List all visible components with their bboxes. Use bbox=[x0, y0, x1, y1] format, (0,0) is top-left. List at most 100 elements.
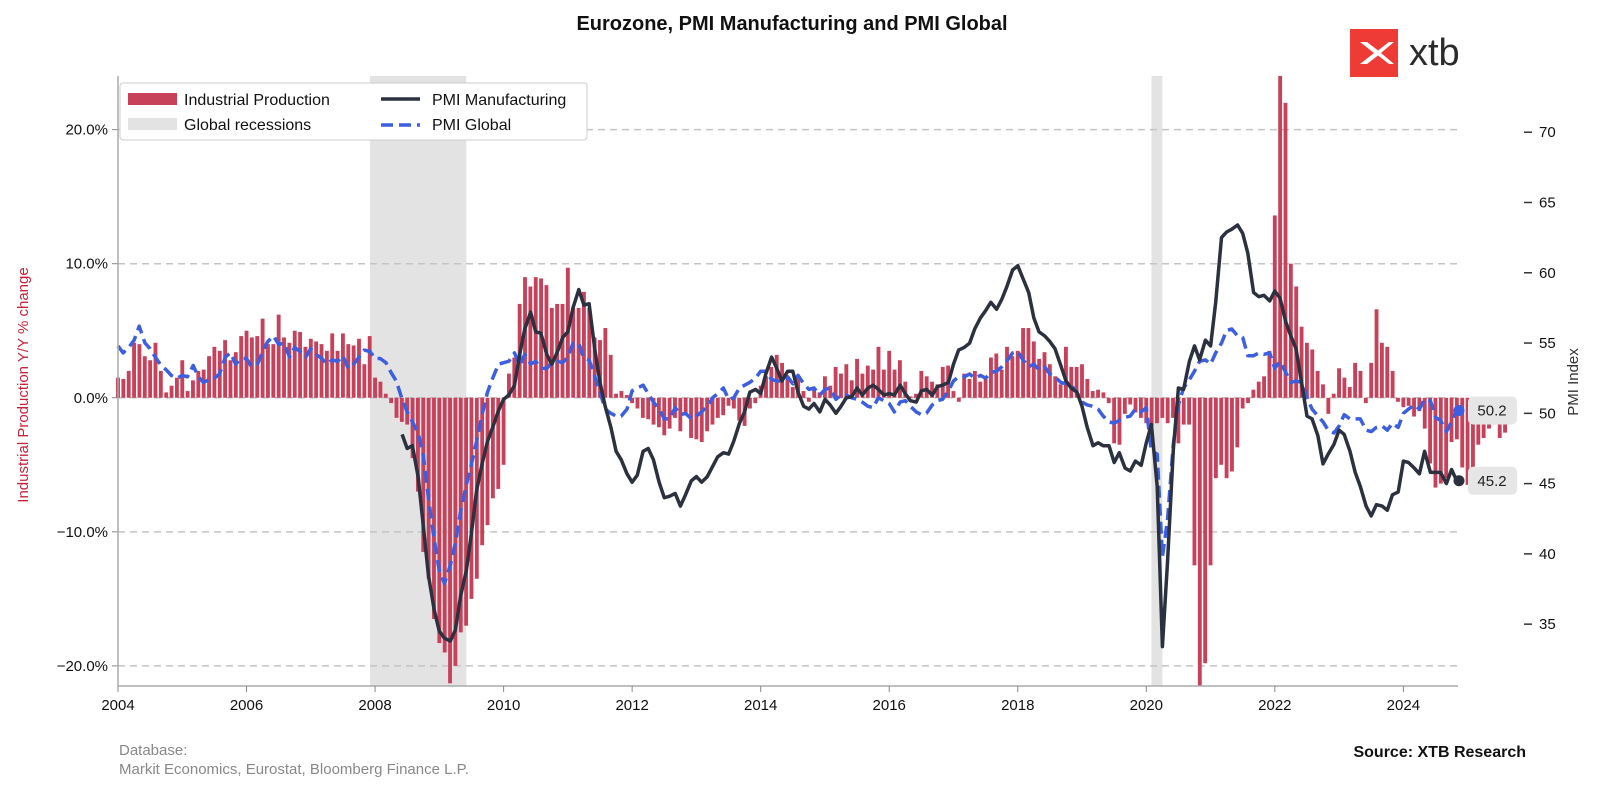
industrial-production-bar bbox=[1262, 376, 1267, 398]
industrial-production-bar bbox=[244, 330, 249, 398]
industrial-production-bar bbox=[1337, 368, 1341, 398]
x-tick-label: 2022 bbox=[1258, 697, 1291, 714]
industrial-production-bar bbox=[1379, 342, 1384, 398]
industrial-production-bar bbox=[394, 397, 399, 418]
industrial-production-bar bbox=[410, 397, 415, 459]
industrial-production-bar bbox=[469, 397, 474, 599]
industrial-production-bar bbox=[951, 391, 956, 398]
y-right-tick-label: 70 bbox=[1539, 124, 1556, 141]
y-left-tick-label: 0.0% bbox=[74, 390, 108, 407]
y-right-tick-label: 65 bbox=[1539, 194, 1556, 211]
industrial-production-bar bbox=[1240, 397, 1245, 409]
industrial-production-bar bbox=[233, 352, 238, 398]
industrial-production-bar bbox=[1454, 397, 1459, 440]
industrial-production-bar bbox=[994, 353, 999, 398]
industrial-production-bar bbox=[1005, 346, 1009, 398]
industrial-production-bar bbox=[1235, 397, 1240, 448]
industrial-production-bar bbox=[1342, 377, 1347, 398]
industrial-production-bar bbox=[298, 332, 303, 398]
industrial-production-bar bbox=[667, 397, 672, 429]
industrial-production-bar bbox=[507, 373, 511, 398]
industrial-production-bar bbox=[1438, 397, 1443, 484]
industrial-production-bar bbox=[239, 336, 244, 398]
industrial-production-bar bbox=[822, 376, 827, 398]
industrial-production-bar bbox=[640, 397, 645, 418]
industrial-production-bar bbox=[1465, 397, 1470, 485]
legend-label-global-recessions: Global recessions bbox=[184, 117, 311, 134]
industrial-production-bar bbox=[421, 397, 426, 552]
industrial-production-bar bbox=[806, 397, 811, 402]
industrial-production-bar bbox=[330, 333, 335, 398]
pmi-manufacturing-line bbox=[400, 223, 1459, 649]
y-left-tick-label: 10.0% bbox=[65, 256, 108, 273]
industrial-production-bar bbox=[341, 333, 345, 398]
industrial-production-bar bbox=[1363, 397, 1368, 404]
industrial-production-bar bbox=[1181, 397, 1186, 425]
industrial-production-bar bbox=[357, 338, 361, 398]
industrial-production-bar bbox=[1192, 397, 1197, 566]
industrial-production-bar bbox=[710, 397, 715, 425]
industrial-production-bar bbox=[989, 357, 993, 398]
industrial-production-bar bbox=[1128, 397, 1133, 405]
industrial-production-bar bbox=[126, 370, 131, 398]
industrial-production-bar bbox=[619, 391, 624, 398]
industrial-production-bar bbox=[389, 397, 394, 404]
industrial-production-bar bbox=[892, 369, 897, 398]
industrial-production-bar bbox=[924, 376, 929, 398]
industrial-production-bar bbox=[158, 370, 163, 398]
industrial-production-bar bbox=[839, 373, 843, 398]
industrial-production-bar bbox=[1187, 397, 1192, 425]
industrial-production-bar bbox=[753, 397, 758, 404]
industrial-production-bar bbox=[1080, 364, 1084, 398]
end-label-badge bbox=[1468, 396, 1517, 425]
legend-label-pmi-global: PMI Global bbox=[432, 117, 511, 134]
end-label-value: 50.2 bbox=[1477, 403, 1506, 420]
end-label-marker bbox=[1453, 405, 1465, 417]
industrial-production-bar bbox=[817, 392, 822, 398]
industrial-production-bar bbox=[603, 328, 608, 398]
industrial-production-bar bbox=[164, 392, 169, 398]
industrial-production-bar bbox=[1096, 389, 1100, 398]
legend: Industrial Production Global recessions … bbox=[119, 82, 588, 141]
industrial-production-bar bbox=[1278, 76, 1283, 398]
industrial-production-bar bbox=[1203, 397, 1208, 664]
industrial-production-bar bbox=[314, 341, 319, 398]
industrial-production-bar bbox=[292, 330, 297, 398]
industrial-production-bar bbox=[324, 350, 329, 398]
industrial-production-bar bbox=[1267, 350, 1272, 398]
industrial-production-bar bbox=[769, 366, 774, 398]
x-tick-label: 2016 bbox=[873, 697, 906, 714]
y-left-tick-label: −10.0% bbox=[57, 524, 108, 541]
recession-bands bbox=[369, 76, 1163, 686]
industrial-production-bar bbox=[260, 318, 265, 398]
industrial-production-bar bbox=[373, 377, 377, 398]
industrial-production-bar bbox=[962, 373, 967, 398]
industrial-production-bar bbox=[1149, 397, 1154, 426]
industrial-production-bar bbox=[967, 378, 972, 398]
y-right-tick-label: 55 bbox=[1539, 335, 1556, 352]
industrial-production-bar bbox=[1047, 364, 1052, 398]
industrial-production-bar bbox=[571, 307, 576, 398]
industrial-production-bar bbox=[844, 364, 849, 398]
x-tick-label: 2010 bbox=[487, 697, 520, 714]
industrial-production-bar bbox=[1272, 215, 1277, 398]
industrial-production-bar bbox=[1015, 350, 1020, 398]
industrial-production-bar bbox=[1230, 397, 1234, 472]
industrial-production-bar bbox=[1428, 397, 1433, 464]
industrial-production-bar bbox=[1160, 397, 1165, 418]
industrial-production-bar bbox=[1197, 397, 1202, 686]
industrial-production-bar bbox=[726, 397, 731, 406]
industrial-production-bar bbox=[1449, 397, 1454, 442]
industrial-production-bar bbox=[399, 397, 404, 422]
y-right-tick-label: 50 bbox=[1539, 405, 1556, 422]
industrial-production-bar bbox=[630, 397, 635, 404]
industrial-production-bar bbox=[801, 391, 806, 398]
industrial-production-bar bbox=[908, 396, 913, 398]
industrial-production-bar bbox=[383, 393, 388, 398]
industrial-production-bar bbox=[271, 344, 276, 398]
industrial-production-bar bbox=[587, 307, 592, 398]
industrial-production-bar bbox=[1417, 397, 1422, 412]
industrial-production-bar bbox=[972, 370, 977, 398]
y-left-tick-label: −20.0% bbox=[57, 658, 108, 675]
chart-title: Eurozone, PMI Manufacturing and PMI Glob… bbox=[576, 13, 1007, 35]
